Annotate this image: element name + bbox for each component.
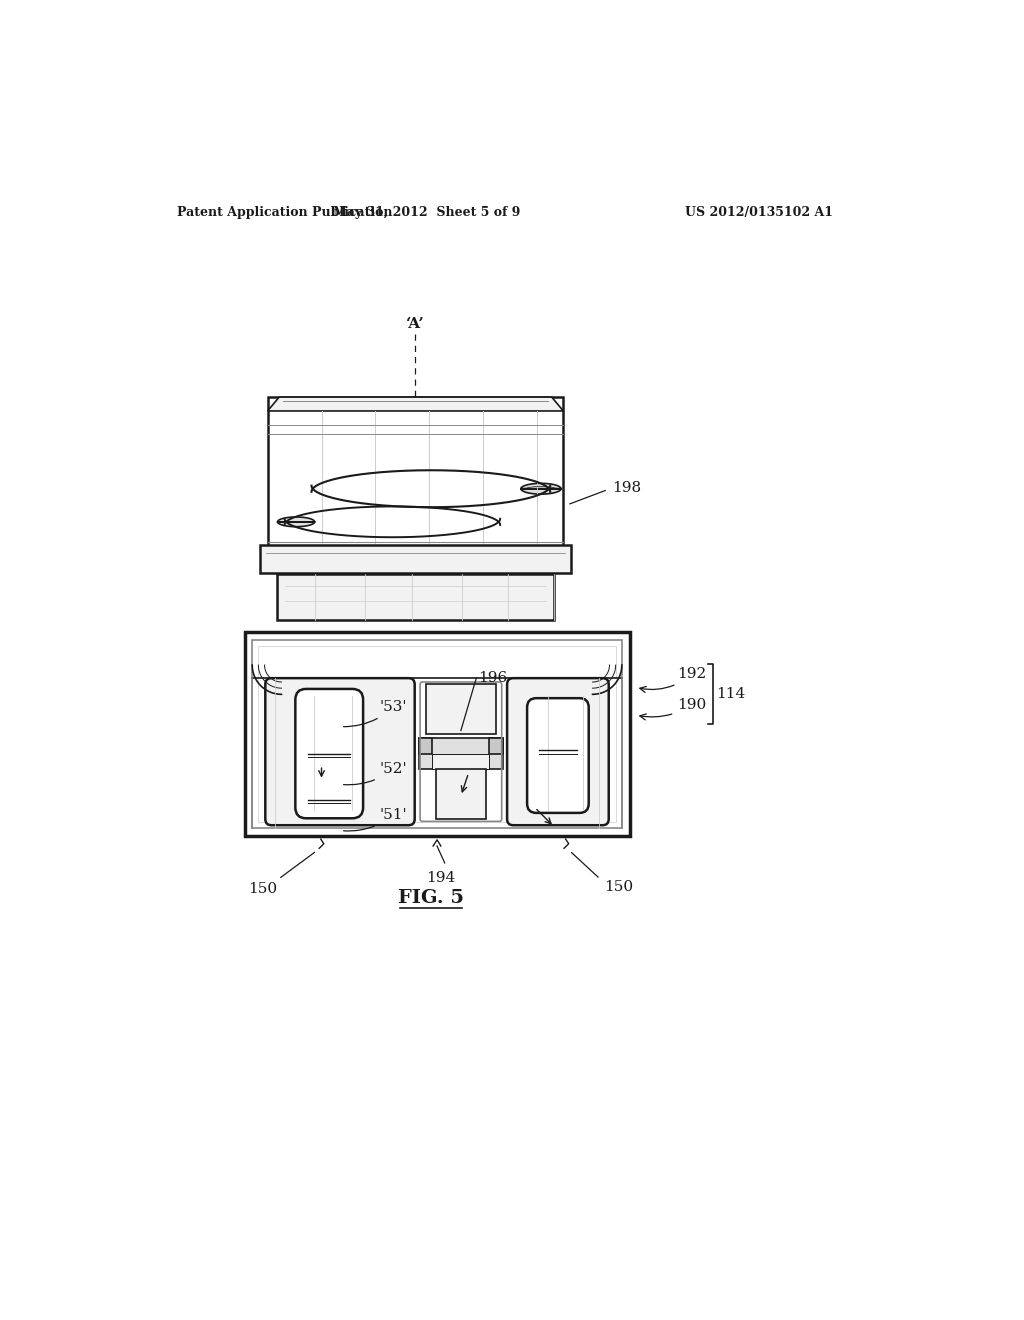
Bar	[267, 397, 563, 566]
Text: 114: 114	[716, 688, 745, 701]
Bar	[252, 640, 622, 829]
Text: ‘A’: ‘A’	[407, 317, 425, 331]
Bar	[276, 574, 554, 620]
FancyBboxPatch shape	[507, 678, 608, 825]
Text: 194: 194	[426, 871, 456, 886]
Bar	[436, 770, 485, 818]
Bar	[245, 632, 630, 836]
Bar	[419, 738, 432, 754]
Text: 192: 192	[640, 668, 707, 693]
Text: 198: 198	[611, 480, 641, 495]
Bar	[260, 545, 571, 573]
Text: May 31, 2012  Sheet 5 of 9: May 31, 2012 Sheet 5 of 9	[334, 206, 520, 219]
Text: '52': '52'	[343, 762, 407, 785]
Bar	[489, 738, 503, 754]
Bar	[258, 645, 615, 822]
Bar	[419, 738, 503, 770]
Text: 190: 190	[640, 698, 707, 719]
FancyBboxPatch shape	[527, 698, 589, 813]
Text: '51': '51'	[343, 808, 407, 832]
Text: 196: 196	[478, 671, 507, 685]
FancyBboxPatch shape	[295, 689, 364, 818]
FancyBboxPatch shape	[265, 678, 415, 825]
Bar	[426, 684, 496, 734]
Text: FIG. 5: FIG. 5	[398, 888, 464, 907]
Text: '53': '53'	[343, 701, 407, 727]
Polygon shape	[278, 517, 314, 527]
Text: Patent Application Publication: Patent Application Publication	[177, 206, 392, 219]
Text: US 2012/0135102 A1: US 2012/0135102 A1	[685, 206, 833, 219]
Text: 150: 150	[604, 880, 633, 894]
Polygon shape	[267, 397, 563, 411]
Text: 150: 150	[249, 882, 278, 896]
Polygon shape	[521, 483, 561, 494]
Bar	[432, 754, 489, 770]
